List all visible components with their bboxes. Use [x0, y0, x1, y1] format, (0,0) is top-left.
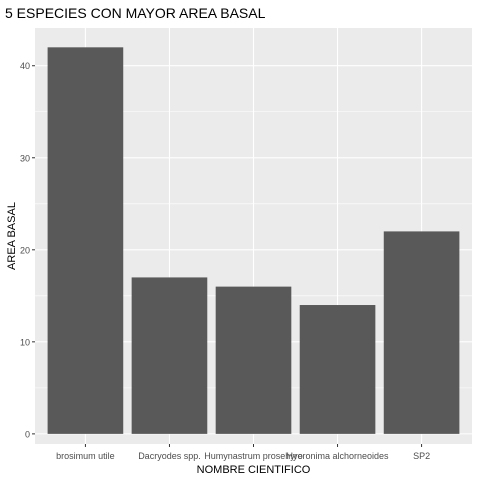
x-tick-label: SP2: [413, 451, 430, 461]
y-tick-label: 10: [20, 337, 30, 347]
x-tick-label: brosimum utile: [56, 451, 115, 461]
bar: [47, 47, 124, 434]
y-axis-label: AREA BASAL: [6, 202, 18, 270]
y-tick-label: 30: [20, 153, 30, 163]
axes: 0 10 20 30 40 brosimum utile Dacryodes spp. Hum…: [20, 61, 430, 461]
x-tick-label: Hyeronima alchorneoides: [287, 451, 390, 461]
chart-title: 5 ESPECIES CON MAYOR AREA BASAL: [5, 5, 266, 21]
bar: [299, 305, 376, 434]
x-tick-label: Humynastrum prosehyro: [204, 451, 303, 461]
y-tick-label: 20: [20, 245, 30, 255]
y-tick-label: 40: [20, 61, 30, 71]
bar: [131, 277, 208, 434]
bar: [383, 231, 460, 434]
bars: [47, 47, 460, 434]
x-tick-label: Dacryodes spp.: [138, 451, 201, 461]
x-axis-label: NOMBRE CIENTIFICO: [197, 464, 311, 476]
bar: [215, 286, 292, 434]
y-tick-label: 0: [25, 429, 30, 439]
